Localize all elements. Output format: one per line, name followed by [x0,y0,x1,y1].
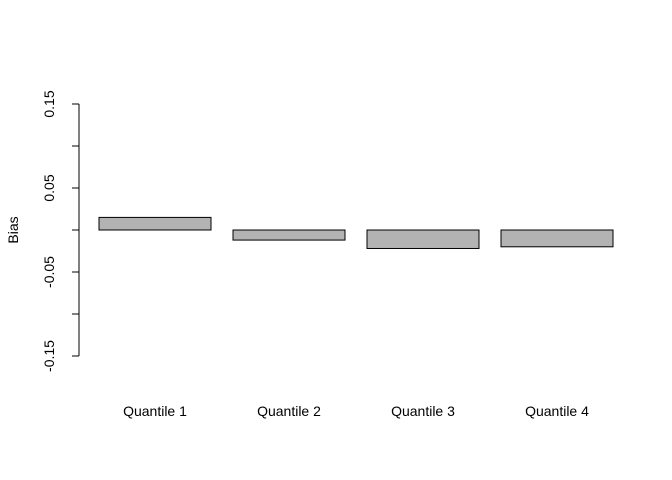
bar [500,229,614,248]
y-tick-label: -0.05 [41,256,57,288]
x-category-label: Quantile 4 [525,403,589,419]
y-tick-label: -0.15 [41,340,57,372]
x-category-label: Quantile 1 [123,403,187,419]
y-axis: -0.15 -0.05 0.05 0.15 [41,90,80,372]
y-tick-label: 0.15 [41,90,57,117]
x-axis-labels: Quantile 1 Quantile 2 Quantile 3 Quantile 4 [123,403,589,419]
y-tick-label: 0.05 [41,174,57,201]
x-category-label: Quantile 2 [257,403,321,419]
x-category-label: Quantile 3 [391,403,455,419]
bar [366,229,480,249]
y-axis-title: Bias [5,216,21,243]
bar [232,229,346,241]
bar [98,216,212,231]
bars-group [98,216,614,249]
